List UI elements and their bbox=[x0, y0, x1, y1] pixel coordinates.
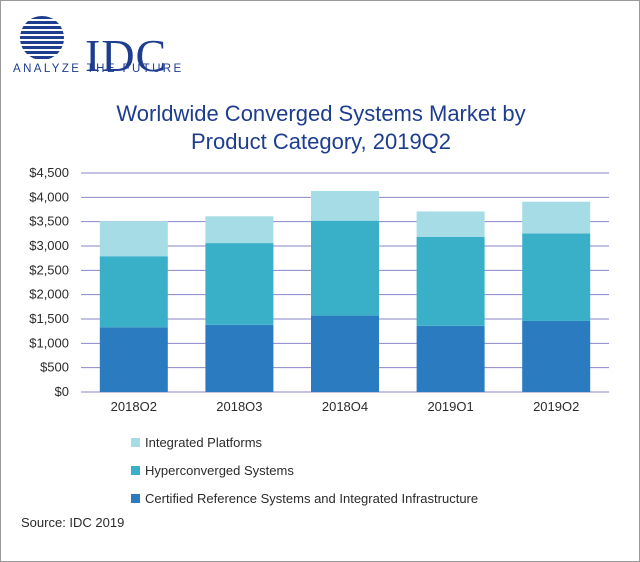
stacked-bar-chart: $0 $500 $1,000 $1,500 $2,000 $2,500 $3,000 $3,5… bbox=[29, 165, 609, 411]
legend-label: Integrated Platforms bbox=[145, 435, 263, 450]
x-tick-label: 2018Q4 bbox=[322, 399, 368, 411]
bar-segment bbox=[522, 233, 591, 321]
x-tick-label: 2019Q2 bbox=[533, 399, 579, 411]
idc-logo: IDC bbox=[13, 15, 173, 79]
source-note: Source: IDC 2019 bbox=[21, 515, 125, 530]
y-tick-label: $0 bbox=[55, 384, 69, 399]
y-tick-label: $2,000 bbox=[29, 287, 69, 302]
chart-title-line-1: Worldwide Converged Systems Market by bbox=[116, 101, 526, 126]
x-tick-label: 2018Q2 bbox=[111, 399, 157, 411]
bar-segment bbox=[99, 256, 168, 328]
bar-segment bbox=[99, 221, 168, 257]
chart-title-line-2: Product Category, 2019Q2 bbox=[190, 129, 452, 154]
bar-segment bbox=[205, 243, 274, 325]
legend-swatch-hyperconverged bbox=[131, 466, 140, 475]
y-tick-label: $3,500 bbox=[29, 214, 69, 229]
bar-segment bbox=[416, 325, 485, 392]
y-tick-label: $1,000 bbox=[29, 335, 69, 350]
bar-segment bbox=[205, 216, 274, 244]
globe-icon bbox=[20, 16, 64, 59]
bar-segment bbox=[522, 320, 591, 392]
bar-segment bbox=[311, 191, 379, 221]
y-tick-label: $2,500 bbox=[29, 262, 69, 277]
legend-swatch-certified-reference bbox=[131, 494, 140, 503]
bar-segment bbox=[99, 327, 168, 392]
bar-segment bbox=[416, 211, 485, 237]
x-tick-label: 2018Q3 bbox=[216, 399, 262, 411]
legend-label: Hyperconverged Systems bbox=[145, 463, 294, 478]
y-tick-label: $1,500 bbox=[29, 311, 69, 326]
y-tick-label: $4,500 bbox=[29, 165, 69, 180]
bar-segment bbox=[311, 315, 379, 392]
x-tick-label: 2019Q1 bbox=[427, 399, 473, 411]
brand-tagline: ANALYZE THE FUTURE bbox=[13, 63, 184, 75]
bar-segment bbox=[311, 220, 379, 316]
y-tick-label: $3,000 bbox=[29, 238, 69, 253]
legend-label: Certified Reference Systems and Integrat… bbox=[145, 491, 479, 506]
y-tick-label: $500 bbox=[40, 360, 69, 375]
bar-segment bbox=[416, 236, 485, 326]
brand-name: IDC bbox=[85, 30, 168, 81]
y-tick-label: $4,000 bbox=[29, 189, 69, 204]
bar-segment bbox=[205, 324, 274, 392]
legend-swatch-integrated-platforms bbox=[131, 438, 140, 447]
bar-segment bbox=[522, 201, 591, 234]
